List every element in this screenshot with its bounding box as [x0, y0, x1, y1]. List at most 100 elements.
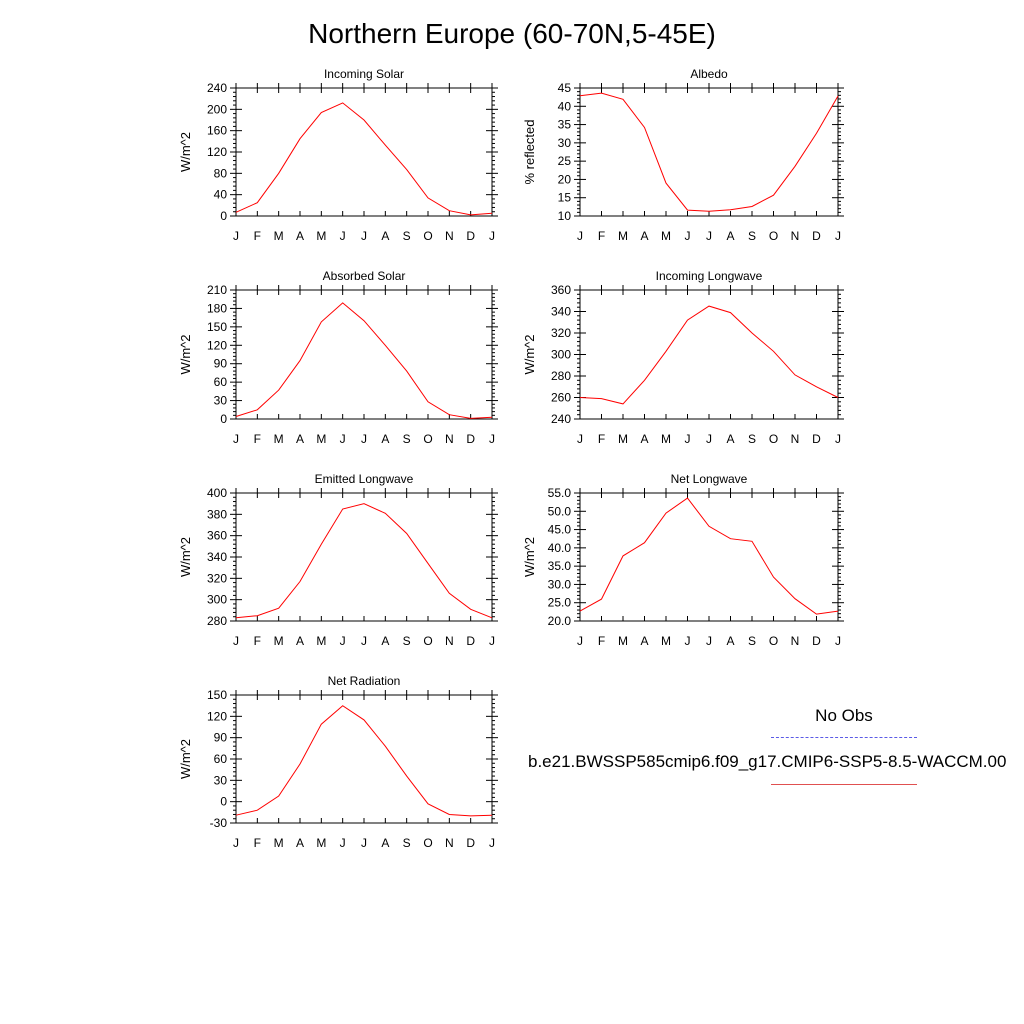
- x-tick-label: S: [403, 432, 411, 446]
- x-tick-label: A: [381, 634, 389, 648]
- series-line-0: [579, 305, 839, 405]
- x-tick-label: J: [685, 432, 691, 446]
- y-tick-label: 300: [207, 593, 227, 607]
- y-tick-label: 210: [207, 283, 227, 297]
- y-tick-label: 240: [551, 412, 571, 426]
- x-tick-label: J: [233, 836, 239, 850]
- x-tick-label: N: [445, 229, 454, 243]
- y-tick-label: 15: [558, 191, 572, 205]
- x-tick-label: A: [296, 229, 304, 243]
- x-tick-label: J: [340, 229, 346, 243]
- y-tick-label: 45.0: [548, 523, 572, 537]
- x-tick-label: O: [769, 229, 778, 243]
- y-tick-label: 0: [220, 795, 227, 809]
- y-tick-label: 30: [214, 773, 228, 787]
- legend-obs-line: [771, 737, 917, 738]
- x-tick-label: J: [685, 229, 691, 243]
- y-tick-label: 360: [551, 283, 571, 297]
- x-tick-label: D: [466, 432, 475, 446]
- y-tick-label: 30: [214, 394, 228, 408]
- y-tick-label: 150: [207, 688, 227, 702]
- y-tick-label: 320: [551, 326, 571, 340]
- x-tick-label: N: [445, 634, 454, 648]
- x-tick-label: A: [296, 634, 304, 648]
- chart-title: Emitted Longwave: [315, 472, 414, 486]
- chart-title: Incoming Longwave: [656, 269, 763, 283]
- x-tick-label: J: [361, 634, 367, 648]
- x-tick-label: A: [640, 229, 648, 243]
- x-tick-label: M: [661, 634, 671, 648]
- y-tick-label: 360: [207, 529, 227, 543]
- series-line-0: [235, 705, 493, 817]
- x-tick-label: M: [618, 432, 628, 446]
- x-tick-label: J: [233, 229, 239, 243]
- x-tick-label: J: [835, 229, 841, 243]
- x-tick-label: A: [640, 432, 648, 446]
- x-tick-label: M: [316, 229, 326, 243]
- y-tick-label: 40: [558, 99, 572, 113]
- x-tick-label: J: [706, 432, 712, 446]
- y-tick-label: 80: [214, 166, 228, 180]
- x-tick-label: N: [791, 634, 800, 648]
- chart-panel-5: J F M A M J J A S O N D J20.025.030.035.040.045.050.…: [522, 472, 844, 648]
- y-tick-label: 340: [207, 550, 227, 564]
- x-tick-label: M: [316, 634, 326, 648]
- y-tick-label: 120: [207, 145, 227, 159]
- y-tick-label: 260: [551, 391, 571, 405]
- y-tick-label: 25: [558, 154, 572, 168]
- x-tick-label: J: [340, 836, 346, 850]
- x-tick-label: J: [489, 229, 495, 243]
- y-axis-label: W/m^2: [178, 334, 193, 374]
- y-tick-label: 160: [207, 124, 227, 138]
- chart-title: Incoming Solar: [324, 67, 404, 81]
- y-tick-label: 60: [214, 375, 228, 389]
- x-tick-label: S: [403, 229, 411, 243]
- x-tick-label: A: [296, 836, 304, 850]
- x-tick-label: O: [423, 229, 432, 243]
- x-tick-label: M: [661, 432, 671, 446]
- chart-panel-4: J F M A M J J A S O N D J280300320340360380400Emitte…: [178, 472, 498, 648]
- series-line-0: [579, 497, 839, 615]
- x-tick-label: J: [361, 432, 367, 446]
- y-tick-label: 340: [551, 305, 571, 319]
- x-tick-label: M: [274, 229, 284, 243]
- y-tick-label: 55.0: [548, 486, 572, 500]
- x-tick-label: J: [685, 634, 691, 648]
- x-tick-label: O: [769, 432, 778, 446]
- y-tick-label: 150: [207, 320, 227, 334]
- y-axis-label: % reflected: [522, 119, 537, 184]
- y-tick-label: 30: [558, 136, 572, 150]
- x-tick-label: J: [361, 229, 367, 243]
- x-tick-label: M: [316, 836, 326, 850]
- x-tick-label: A: [381, 836, 389, 850]
- x-tick-label: A: [296, 432, 304, 446]
- x-tick-label: D: [466, 229, 475, 243]
- y-tick-label: 20: [558, 172, 572, 186]
- y-tick-label: 35: [558, 118, 572, 132]
- x-tick-label: O: [423, 432, 432, 446]
- y-tick-label: 20.0: [548, 614, 572, 628]
- y-axis-label: W/m^2: [178, 132, 193, 172]
- legend-obs-label: No Obs: [815, 706, 873, 725]
- x-tick-label: N: [445, 836, 454, 850]
- y-tick-label: 400: [207, 486, 227, 500]
- x-tick-label: D: [812, 634, 821, 648]
- x-tick-label: J: [340, 432, 346, 446]
- plot-frame: [579, 289, 839, 420]
- y-tick-label: 10: [558, 209, 572, 223]
- series-line-0: [579, 92, 839, 212]
- y-tick-label: 0: [220, 209, 227, 223]
- x-tick-label: S: [403, 836, 411, 850]
- x-tick-label: F: [254, 229, 261, 243]
- x-tick-label: J: [489, 634, 495, 648]
- x-tick-label: D: [812, 432, 821, 446]
- x-tick-label: J: [361, 836, 367, 850]
- x-tick-label: O: [769, 634, 778, 648]
- page-title: Northern Europe (60-70N,5-45E): [308, 18, 716, 49]
- y-tick-label: 40: [214, 188, 228, 202]
- y-tick-label: 120: [207, 338, 227, 352]
- x-tick-label: J: [233, 634, 239, 648]
- y-tick-label: 25.0: [548, 596, 572, 610]
